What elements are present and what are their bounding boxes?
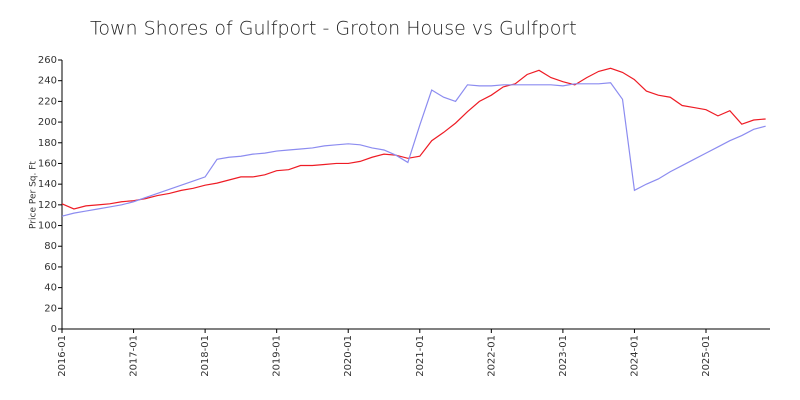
y-tick-label: 120 bbox=[38, 200, 57, 211]
x-tick-label: 2021-01 bbox=[415, 335, 426, 377]
series-line bbox=[61, 67, 766, 210]
y-tick-label: 260 bbox=[38, 55, 57, 66]
x-tick-label: 2016-01 bbox=[57, 335, 68, 377]
y-tick-label: 140 bbox=[38, 179, 57, 190]
y-tick-label: 0 bbox=[51, 324, 57, 335]
y-tick-label: 160 bbox=[38, 158, 57, 169]
x-tick-label: 2024-01 bbox=[629, 335, 640, 377]
x-tick-label: 2022-01 bbox=[486, 335, 497, 377]
x-tick-label: 2023-01 bbox=[558, 335, 569, 377]
x-tick-label: 2018-01 bbox=[200, 335, 211, 377]
y-tick-label: 240 bbox=[38, 76, 57, 87]
x-tick-label: 2025-01 bbox=[701, 335, 712, 377]
series-line bbox=[61, 82, 766, 217]
y-tick-label: 80 bbox=[44, 241, 57, 252]
x-tick-label: 2019-01 bbox=[272, 335, 283, 377]
y-tick-label: 220 bbox=[38, 96, 57, 107]
chart-title: Town Shores of Gulfport - Groton House v… bbox=[90, 18, 577, 40]
y-tick-label: 20 bbox=[44, 303, 57, 314]
y-tick-label: 40 bbox=[44, 283, 57, 294]
y-axis-label: Price Per Sq. Ft bbox=[29, 161, 39, 229]
x-tick-label: 2017-01 bbox=[129, 335, 140, 377]
y-tick-label: 180 bbox=[38, 138, 57, 149]
x-tick-label: 2020-01 bbox=[343, 335, 354, 377]
y-tick-label: 60 bbox=[44, 262, 57, 273]
y-tick-label: 200 bbox=[38, 117, 57, 128]
y-tick-label: 100 bbox=[38, 221, 57, 232]
